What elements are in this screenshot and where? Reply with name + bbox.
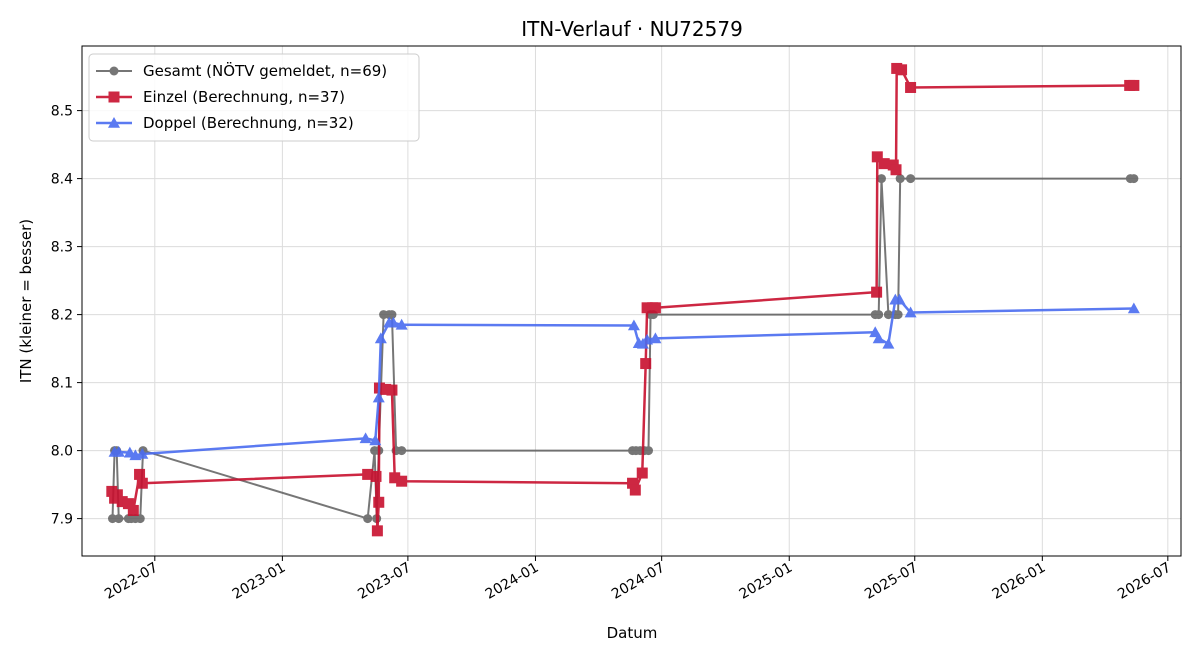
y-tick-label: 8.2 xyxy=(51,308,73,324)
x-tick-label: 2025-01 xyxy=(737,560,796,603)
data-point xyxy=(882,337,895,349)
series-circle xyxy=(108,174,1139,524)
legend-box xyxy=(88,53,420,142)
data-point xyxy=(871,151,883,163)
data-point xyxy=(136,477,148,489)
legend-marker xyxy=(108,91,120,103)
data-point xyxy=(883,310,893,320)
data-point xyxy=(362,468,374,480)
data-point xyxy=(122,498,134,510)
data-point xyxy=(641,333,654,345)
x-tick-label: 2022-07 xyxy=(102,560,161,603)
data-point xyxy=(363,514,373,524)
data-point xyxy=(895,174,905,184)
data-point xyxy=(905,81,917,93)
data-point xyxy=(386,384,398,396)
data-point xyxy=(397,446,407,456)
legend: Gesamt (NÖTV gemeldet, n=69) Einzel (Bere… xyxy=(88,53,420,142)
data-point xyxy=(373,496,385,508)
legend-label: Gesamt (NÖTV gemeldet, n=69) xyxy=(143,61,387,80)
data-point xyxy=(893,310,903,320)
data-point xyxy=(643,446,653,456)
series-triangle xyxy=(108,293,1140,461)
data-point xyxy=(890,164,902,176)
data-point xyxy=(111,489,123,501)
data-point xyxy=(1129,174,1139,184)
data-point xyxy=(640,358,652,370)
data-point xyxy=(127,504,139,516)
x-tick-label: 2023-07 xyxy=(355,560,414,603)
data-point xyxy=(387,310,397,320)
data-point xyxy=(369,434,382,446)
data-point xyxy=(114,514,124,524)
data-point xyxy=(112,445,125,457)
x-tick-label: 2026-07 xyxy=(1115,560,1174,603)
legend-label: Doppel (Berechnung, n=32) xyxy=(143,114,354,132)
data-point xyxy=(370,470,382,482)
data-point xyxy=(359,432,372,444)
data-point xyxy=(649,332,662,344)
data-point xyxy=(649,302,661,314)
data-point xyxy=(872,332,885,344)
data-point xyxy=(396,475,408,487)
y-tick-label: 8.1 xyxy=(51,376,73,392)
series-line xyxy=(111,177,1134,520)
data-point xyxy=(372,391,385,403)
data-point xyxy=(387,316,400,328)
data-point xyxy=(106,485,118,497)
y-tick-label: 8.5 xyxy=(51,104,73,120)
series-line xyxy=(114,298,1134,457)
x-axis-label: Datum xyxy=(607,624,658,642)
data-point xyxy=(636,467,648,479)
data-point xyxy=(627,477,639,489)
data-point xyxy=(641,302,653,314)
x-tick-label: 2023-01 xyxy=(230,560,289,603)
data-point xyxy=(906,174,916,184)
y-axis-label: ITN (kleiner = besser) xyxy=(17,219,35,383)
legend-marker xyxy=(108,117,120,128)
chart-title: ITN-Verlauf · NU72579 xyxy=(521,17,743,41)
data-point xyxy=(395,318,408,330)
legend-entry xyxy=(96,91,132,103)
data-point xyxy=(371,525,383,537)
data-point xyxy=(893,293,906,305)
data-point xyxy=(389,472,401,484)
plot-frame xyxy=(81,45,1182,557)
data-point xyxy=(629,484,641,496)
y-tick-label: 7.9 xyxy=(51,512,73,528)
grid-lines xyxy=(82,46,1181,556)
data-point xyxy=(108,514,118,524)
x-tick-label: 2024-07 xyxy=(609,560,668,603)
y-tick-label: 8.4 xyxy=(51,172,73,188)
data-point xyxy=(878,158,890,170)
x-tick-label: 2026-01 xyxy=(990,560,1049,603)
legend-entry xyxy=(96,117,132,128)
data-point xyxy=(896,64,908,76)
data-point xyxy=(380,383,392,395)
data-point xyxy=(374,332,387,344)
data-point xyxy=(116,496,128,508)
y-tick-label: 8.0 xyxy=(51,444,73,460)
data-point xyxy=(874,310,884,320)
x-tick-label: 2024-01 xyxy=(483,560,542,603)
data-point xyxy=(904,306,917,318)
legend-entry xyxy=(96,66,132,76)
y-tick-label: 8.3 xyxy=(51,240,73,256)
series-layer xyxy=(106,62,1140,537)
data-point xyxy=(627,319,640,331)
data-point xyxy=(1128,79,1140,91)
x-tick-label: 2025-07 xyxy=(862,560,921,603)
data-point xyxy=(871,286,883,298)
series-square xyxy=(106,62,1140,537)
data-point xyxy=(135,514,145,524)
legend-marker xyxy=(109,66,119,76)
data-point xyxy=(134,468,146,480)
data-point xyxy=(876,174,886,184)
legend-label: Einzel (Berechnung, n=37) xyxy=(143,88,345,106)
data-point xyxy=(1127,302,1140,314)
data-point xyxy=(136,448,149,459)
